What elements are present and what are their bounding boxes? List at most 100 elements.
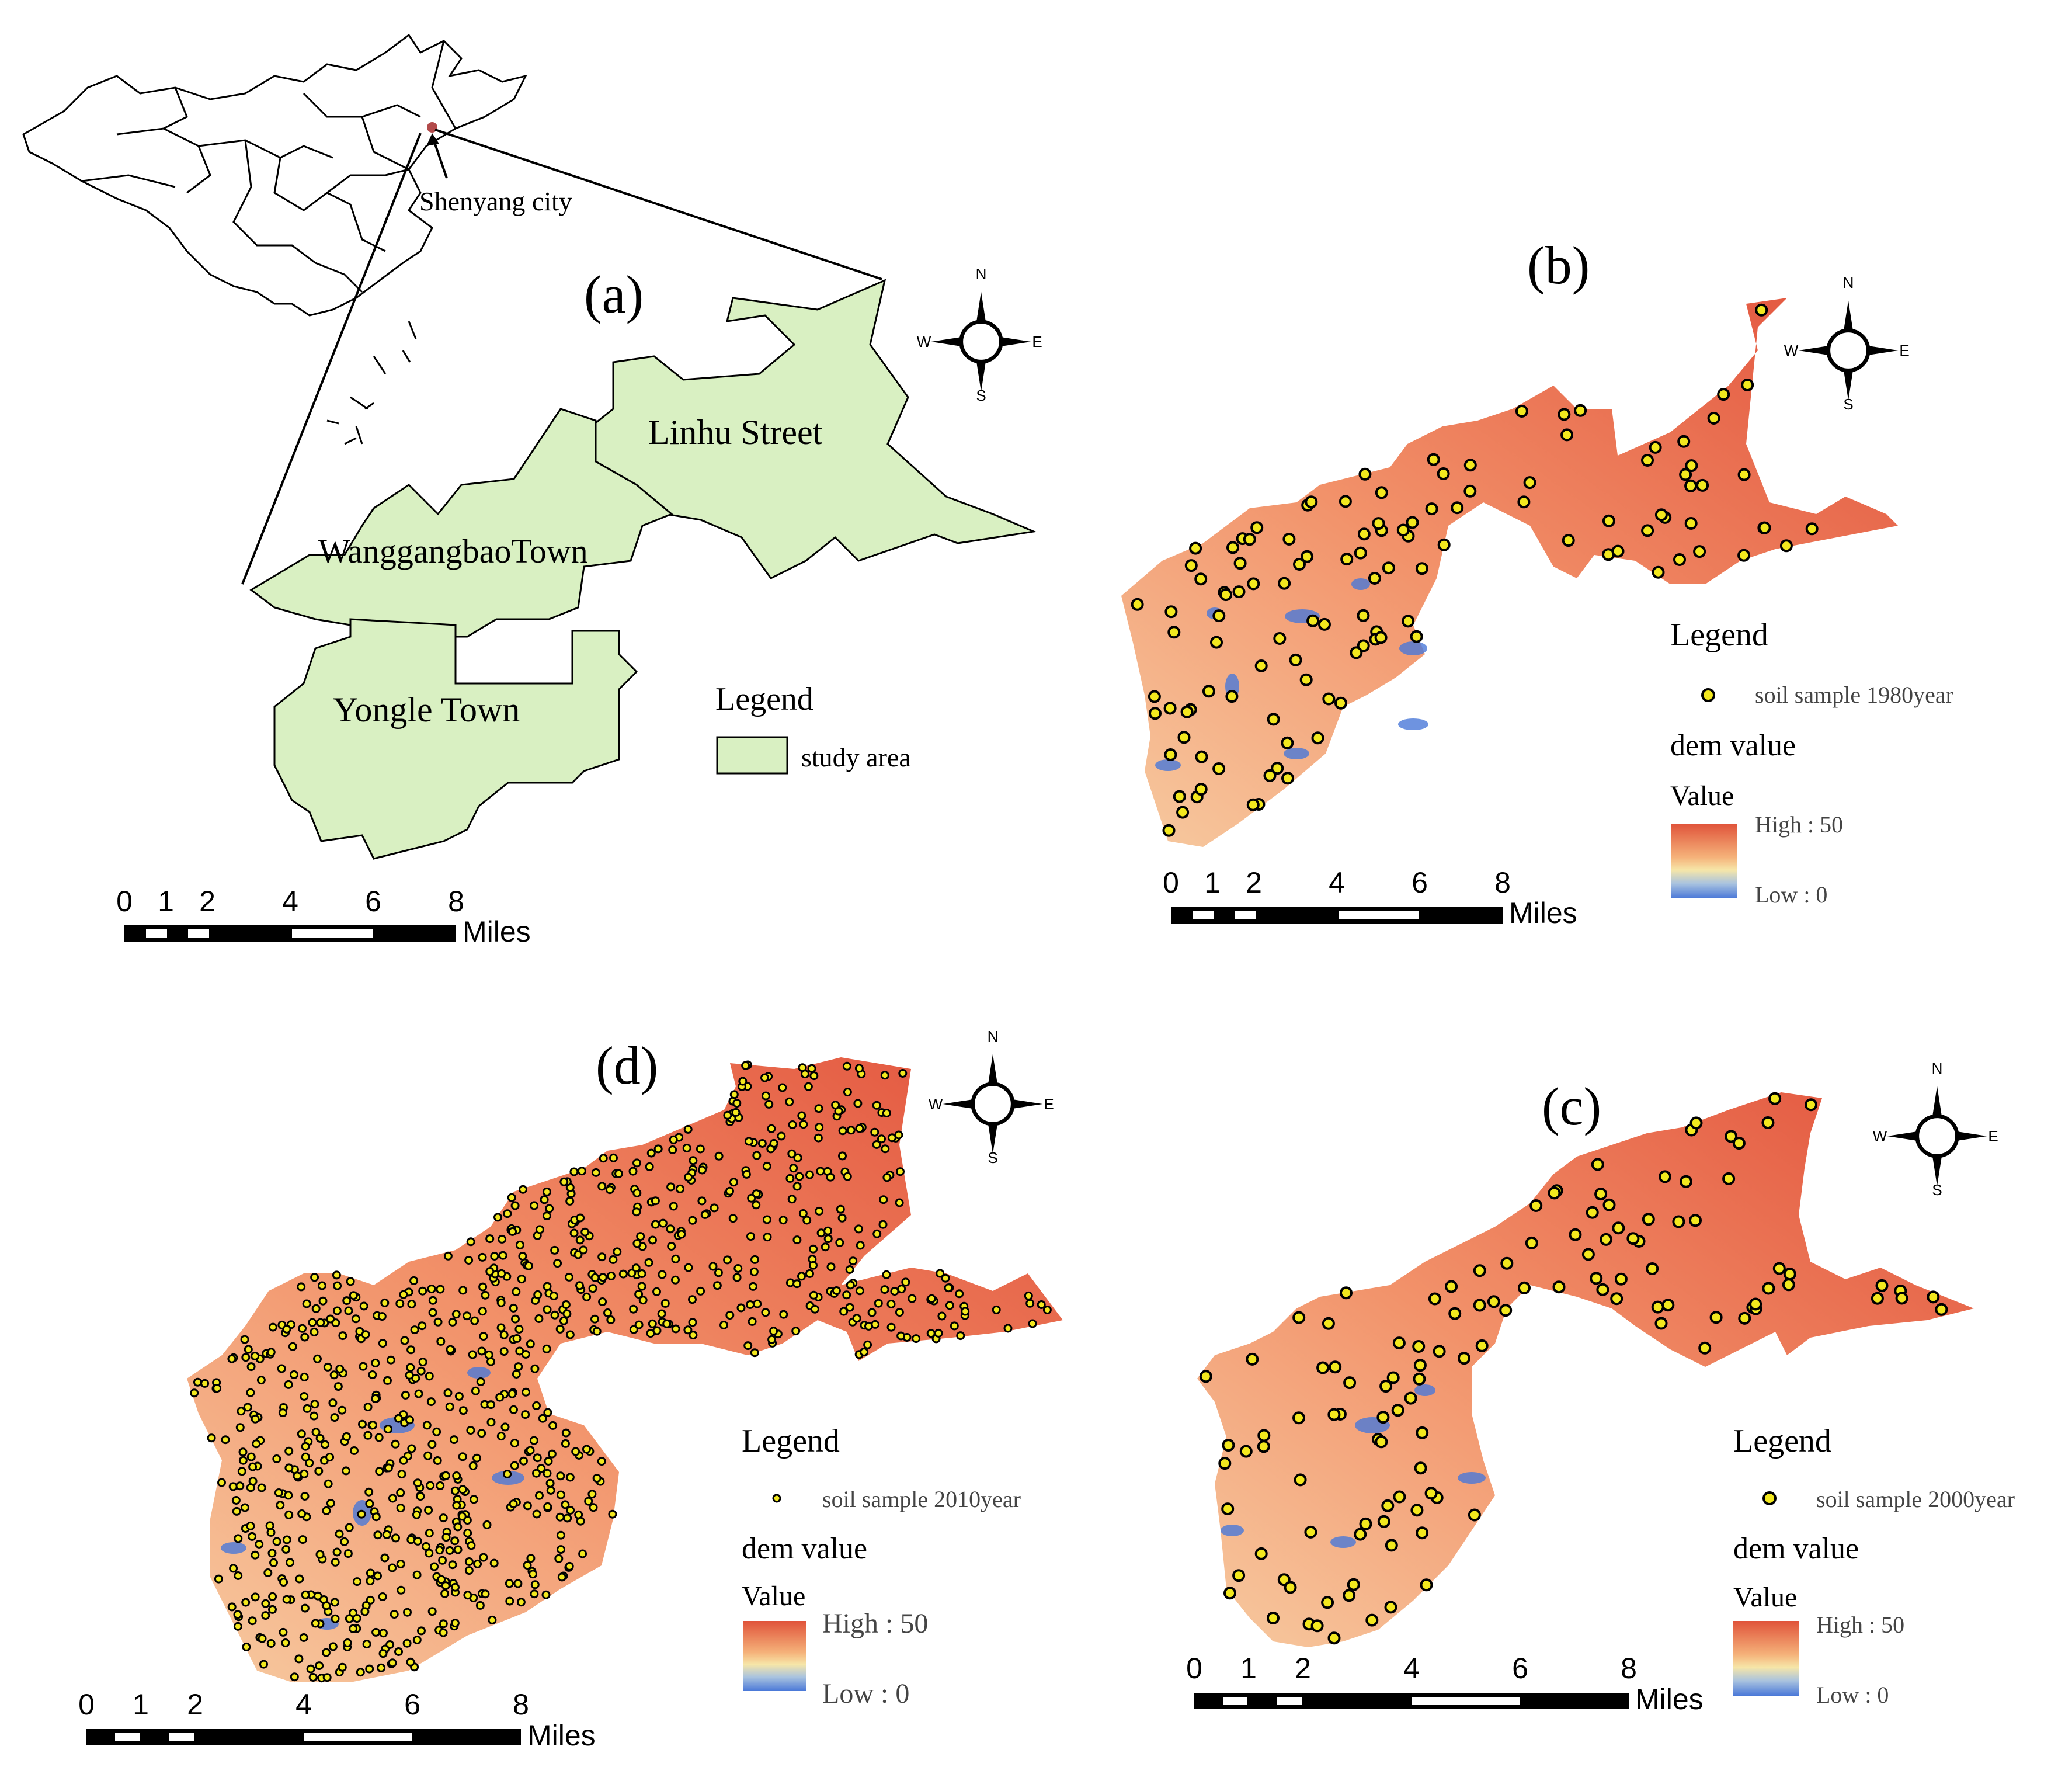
sample-point [315, 1550, 325, 1559]
sample-point [514, 1325, 524, 1334]
sample-point [532, 1401, 541, 1410]
sample-point [233, 1622, 242, 1631]
sample-point [386, 1355, 395, 1365]
sample-point [867, 1308, 877, 1317]
sample-point [278, 1408, 287, 1418]
sample-point [1562, 534, 1575, 547]
water-patches-d [221, 1367, 524, 1630]
sample-point [634, 1290, 644, 1299]
svg-text:8: 8 [448, 885, 464, 918]
sample-point [318, 1296, 328, 1306]
svg-text:2: 2 [187, 1688, 203, 1721]
sample-point [477, 1429, 486, 1438]
sample-point [671, 1324, 680, 1334]
sample-point [233, 1610, 242, 1619]
sample-point [458, 1452, 467, 1461]
sample-point [435, 1546, 444, 1555]
legend-d: Legend soil sample 2010year dem value Va… [742, 1423, 1021, 1709]
svg-text:S: S [1932, 1181, 1942, 1199]
sample-point [200, 1379, 210, 1388]
sample-point [523, 1501, 532, 1511]
sample-point [556, 1530, 565, 1540]
sample-point [746, 1300, 755, 1309]
sample-point [882, 1270, 891, 1279]
sample-point [577, 1167, 586, 1176]
sample-point [792, 1279, 802, 1289]
sample-point [1591, 1158, 1604, 1171]
zoom-line-upper [434, 129, 882, 280]
sample-point [1357, 609, 1370, 622]
sample-point [1654, 1317, 1668, 1330]
sample-point [809, 1244, 818, 1254]
svg-text:Value: Value [1670, 780, 1734, 811]
sample-point [1677, 435, 1691, 448]
sample-point [437, 1575, 446, 1584]
sample-point [543, 1469, 552, 1478]
sample-point [872, 1101, 881, 1110]
sample-point [1709, 1311, 1723, 1324]
sample-point [516, 1598, 526, 1607]
sample-point [799, 1120, 808, 1129]
sample-point [542, 1187, 551, 1196]
sample-point [468, 1350, 477, 1359]
sample-point [569, 1228, 579, 1238]
zoom-line-lower [241, 133, 422, 585]
compass-c: N S W E [1873, 1060, 1998, 1199]
sample-point [418, 1321, 427, 1331]
sample-point [886, 1300, 896, 1308]
sample-point [1717, 388, 1730, 401]
sample-point [898, 1069, 908, 1078]
sample-point [214, 1574, 223, 1584]
sample-point [510, 1461, 519, 1470]
sample-point [1350, 646, 1363, 659]
sample-point [470, 1316, 479, 1325]
sample-point [358, 1419, 367, 1429]
sample-point [306, 1664, 315, 1674]
sample-point [529, 1436, 538, 1445]
sample-point [590, 1314, 599, 1324]
svg-text:Value: Value [742, 1581, 805, 1612]
sample-point [297, 1509, 307, 1518]
sample-point [1673, 553, 1686, 566]
sample-point [573, 1250, 583, 1259]
sample-point [338, 1331, 347, 1341]
sample-point [248, 1532, 257, 1541]
sample-point [961, 1307, 970, 1316]
sample-point [428, 1308, 437, 1317]
sample-point [267, 1549, 277, 1558]
sample-point [478, 1252, 487, 1262]
sample-point [566, 1506, 575, 1515]
sample-point [632, 1158, 641, 1168]
sample-point [609, 1153, 618, 1162]
sample-point [1267, 713, 1280, 726]
sample-point [696, 1144, 705, 1154]
sample-point [486, 1357, 495, 1366]
sample-point [636, 1232, 645, 1241]
sample-point [762, 1215, 771, 1224]
sample-point [344, 1306, 353, 1315]
sample-point [646, 1329, 655, 1338]
svg-text:4: 4 [1403, 1652, 1420, 1685]
sample-point [530, 1201, 539, 1210]
sample-point [507, 1193, 516, 1202]
sample-point [450, 1536, 460, 1546]
sample-point [682, 1144, 691, 1152]
sample-point [1772, 1262, 1786, 1275]
sample-point [269, 1558, 278, 1567]
sample-point [1267, 1612, 1280, 1624]
sample-point [403, 1608, 412, 1617]
sample-point [1420, 1578, 1433, 1592]
sample-point [365, 1664, 374, 1674]
sample-point [743, 1341, 753, 1351]
sample-point [499, 1347, 509, 1356]
sample-point [246, 1483, 255, 1492]
svg-text:0: 0 [1186, 1652, 1202, 1685]
sample-point [251, 1352, 260, 1360]
sample-point [1212, 762, 1226, 775]
sample-point [1292, 1411, 1305, 1425]
region-wanggangbao-town [249, 408, 673, 638]
sample-point [1413, 1359, 1427, 1372]
sample-point [671, 1254, 680, 1263]
sample-point [396, 1560, 405, 1568]
sample-point [1448, 1307, 1462, 1320]
